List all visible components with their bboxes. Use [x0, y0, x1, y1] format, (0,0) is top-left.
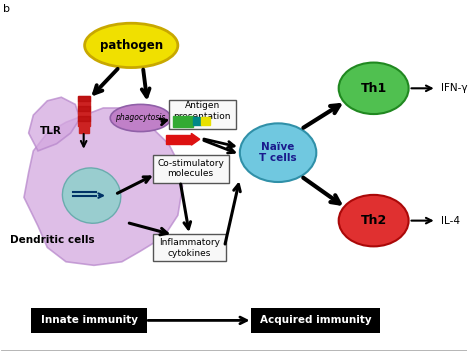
Ellipse shape — [110, 104, 171, 132]
Bar — [78, 106, 90, 111]
Text: TLR: TLR — [40, 126, 62, 136]
FancyBboxPatch shape — [251, 308, 380, 333]
FancyBboxPatch shape — [169, 101, 236, 129]
Polygon shape — [24, 108, 182, 265]
Bar — [78, 116, 90, 121]
Text: Antigen
presentation: Antigen presentation — [173, 102, 231, 121]
Text: Th2: Th2 — [361, 214, 387, 227]
Bar — [78, 111, 90, 116]
Bar — [78, 96, 90, 101]
Text: b: b — [3, 4, 10, 14]
Bar — [78, 116, 90, 121]
Text: IL-4: IL-4 — [441, 216, 460, 225]
Text: IFN-γ: IFN-γ — [441, 83, 468, 93]
Bar — [78, 101, 90, 106]
Bar — [166, 135, 191, 144]
Bar — [78, 106, 90, 111]
Text: Co-stimulatory
molecules: Co-stimulatory molecules — [157, 159, 224, 178]
Bar — [78, 121, 90, 126]
Bar — [78, 96, 90, 101]
Text: Innate immunity: Innate immunity — [41, 316, 138, 325]
FancyBboxPatch shape — [153, 234, 226, 261]
Bar — [173, 116, 193, 127]
Bar — [201, 117, 210, 125]
Bar — [193, 117, 201, 125]
FancyBboxPatch shape — [31, 308, 147, 333]
Polygon shape — [191, 133, 200, 145]
Ellipse shape — [339, 195, 409, 246]
Text: Dendritic cells: Dendritic cells — [10, 235, 95, 245]
Text: Naïve
T cells: Naïve T cells — [259, 142, 297, 163]
Text: Inflammatory
cytokines: Inflammatory cytokines — [159, 238, 220, 257]
Polygon shape — [28, 97, 80, 151]
Ellipse shape — [339, 62, 409, 114]
Text: pathogen: pathogen — [100, 39, 163, 52]
Circle shape — [240, 123, 316, 182]
Bar — [79, 125, 89, 133]
Text: Acquired immunity: Acquired immunity — [260, 316, 371, 325]
Text: Th1: Th1 — [361, 82, 387, 95]
FancyBboxPatch shape — [153, 155, 228, 183]
Text: phagocytosis: phagocytosis — [115, 113, 166, 122]
Ellipse shape — [63, 168, 121, 223]
Ellipse shape — [84, 23, 178, 67]
